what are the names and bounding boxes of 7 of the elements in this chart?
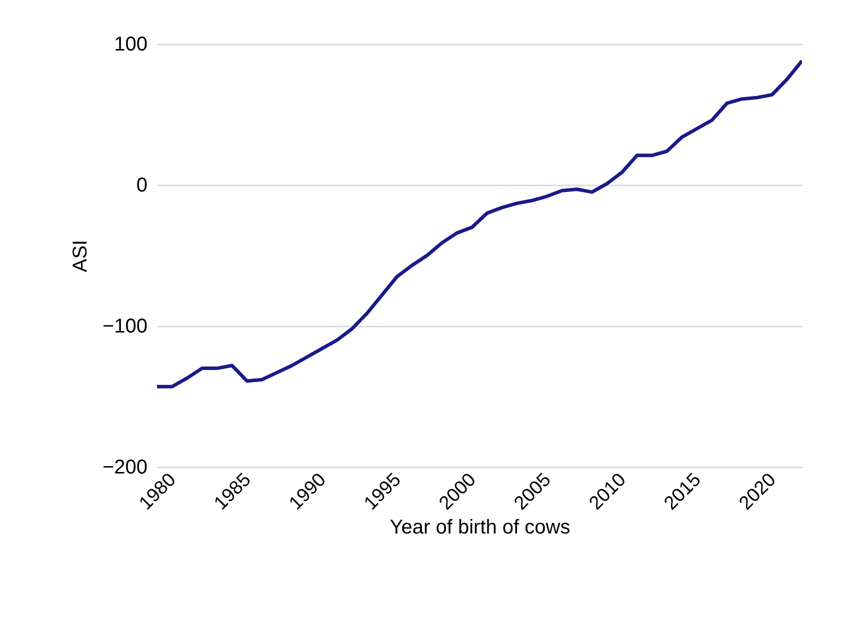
- x-axis-title: Year of birth of cows: [390, 516, 570, 539]
- y-tick-label: 100: [114, 34, 148, 56]
- y-tick-label: −100: [102, 316, 148, 338]
- y-tick-label: 0: [136, 174, 148, 196]
- line-series: [157, 59, 802, 388]
- y-axis-title: ASI: [69, 240, 92, 272]
- y-tick-label: −200: [102, 456, 148, 478]
